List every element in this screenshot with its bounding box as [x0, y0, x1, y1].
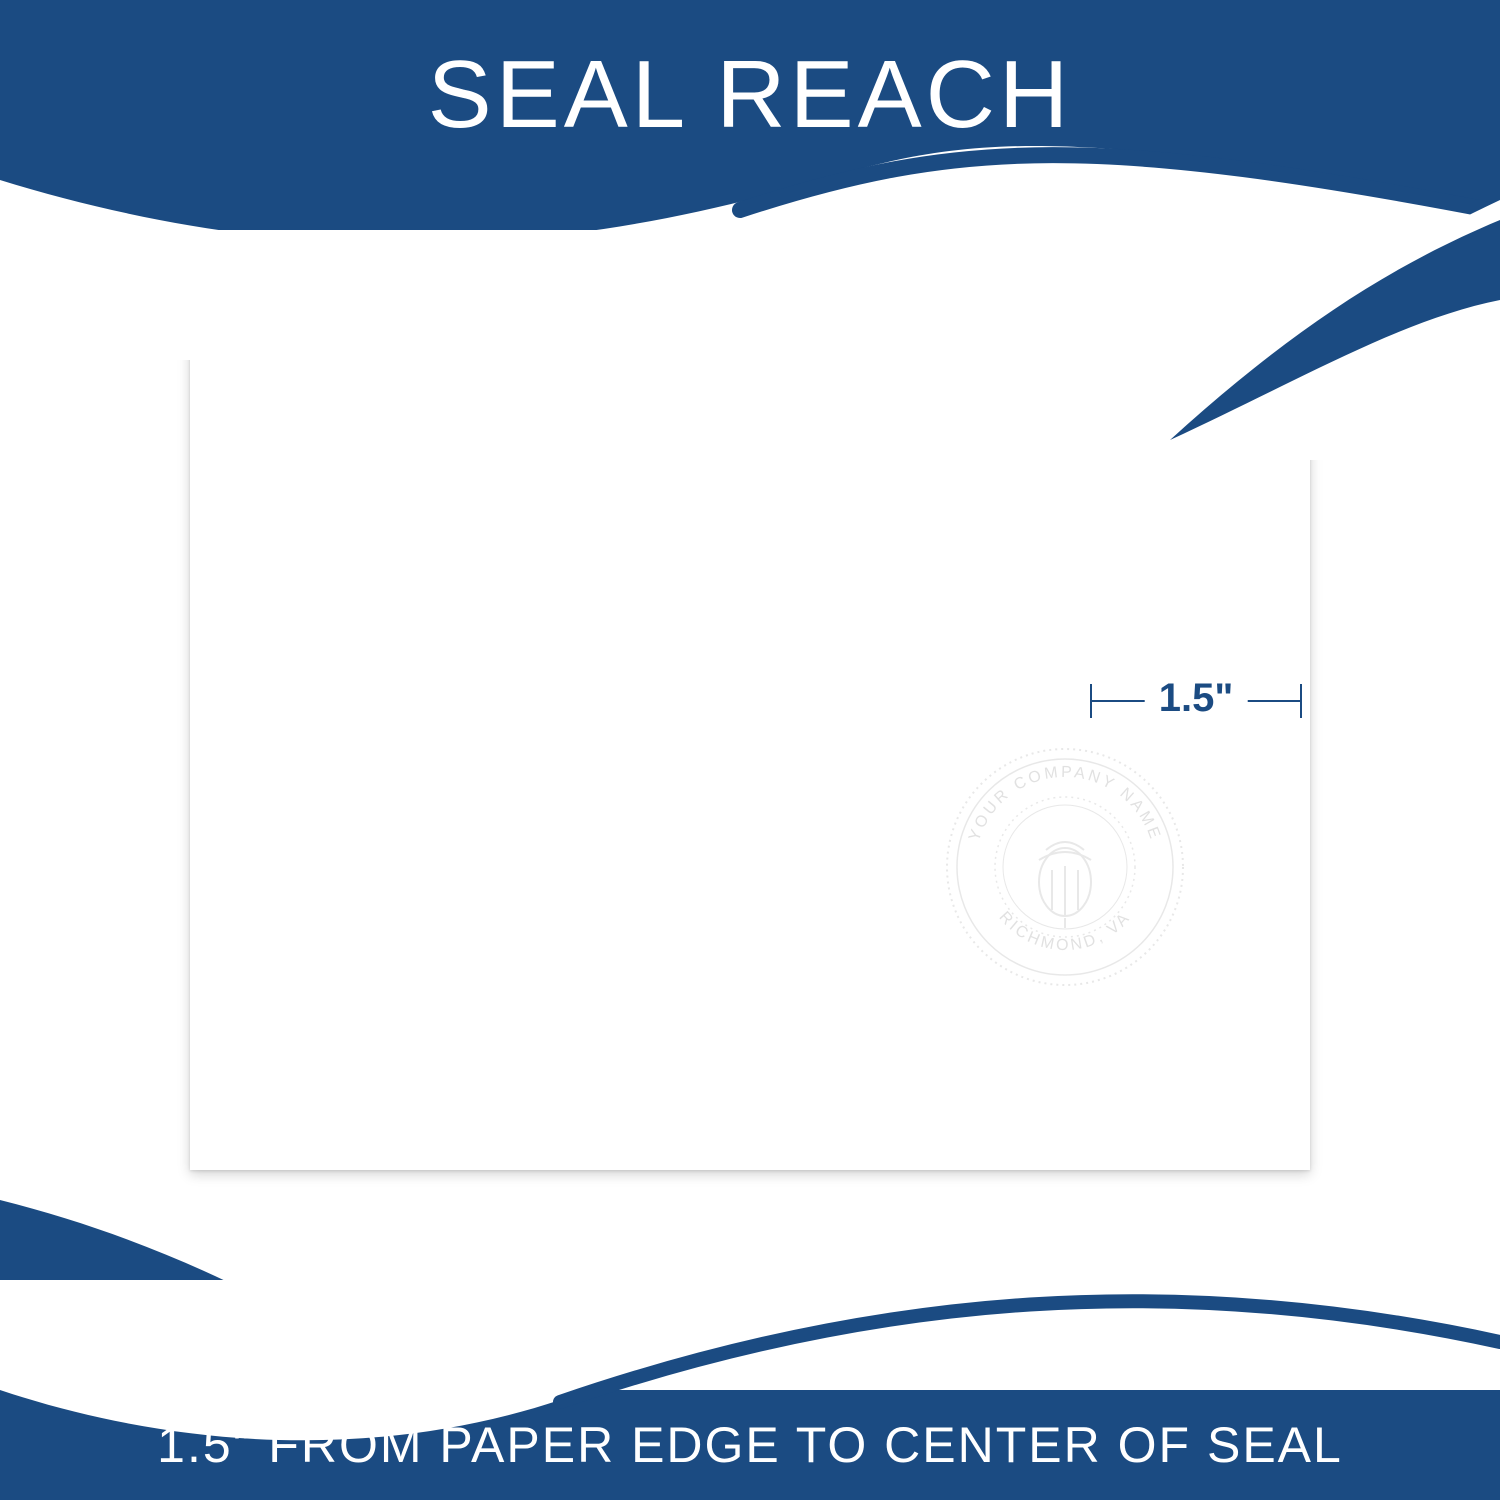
seal-top-text: YOUR COMPANY NAME	[966, 764, 1164, 844]
reach-measurement: 1.5"	[1090, 678, 1302, 728]
page-title: SEAL REACH	[0, 40, 1500, 150]
embossed-seal: YOUR COMPANY NAME RICHMOND, VA	[940, 742, 1190, 992]
header-band: SEAL REACH	[0, 0, 1500, 230]
measure-cap-right	[1300, 684, 1302, 718]
footer-band: 1.5" FROM PAPER EDGE TO CENTER OF SEAL	[0, 1300, 1500, 1500]
footer-caption: 1.5" FROM PAPER EDGE TO CENTER OF SEAL	[0, 1416, 1500, 1474]
svg-text:YOUR COMPANY NAME: YOUR COMPANY NAME	[966, 764, 1164, 844]
swoosh-top-right	[980, 200, 1500, 460]
measure-value: 1.5"	[1145, 676, 1248, 721]
